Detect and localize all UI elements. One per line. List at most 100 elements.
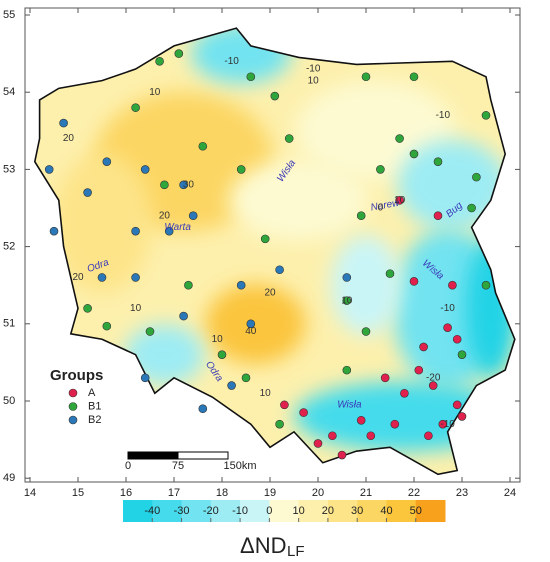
contour-zone — [331, 235, 401, 336]
contour-label: 20 — [63, 133, 75, 144]
y-tick-label: 54 — [3, 86, 15, 98]
colorbar-label: ΔND — [240, 533, 286, 558]
station — [428, 381, 438, 390]
station — [102, 321, 112, 331]
contour-label: 10 — [130, 303, 142, 314]
x-tick-label: 21 — [360, 487, 372, 499]
station — [457, 350, 467, 359]
station — [236, 280, 246, 290]
station — [59, 118, 68, 128]
station — [342, 296, 352, 305]
station — [356, 211, 366, 221]
colorbar-segment — [152, 500, 183, 522]
station — [472, 172, 481, 182]
colorbar-segment — [298, 500, 329, 522]
contour-label: 10 — [394, 195, 406, 206]
legend-title: Groups — [50, 367, 103, 384]
colorbar-segment — [181, 500, 212, 522]
station — [102, 157, 112, 166]
station — [83, 304, 92, 313]
contour-zone — [228, 160, 369, 241]
x-tick-label: 18 — [216, 487, 228, 499]
station — [131, 273, 140, 282]
contour-label: -20 — [426, 372, 441, 383]
station — [188, 211, 198, 221]
station — [145, 327, 155, 336]
station — [236, 165, 246, 174]
colorbar-segment — [386, 500, 417, 522]
colorbar-tick-label: -20 — [203, 505, 219, 517]
station — [284, 134, 294, 143]
station — [481, 280, 491, 290]
x-tick-label: 17 — [168, 487, 180, 499]
station — [390, 419, 400, 429]
station — [395, 134, 404, 143]
legend-label: A — [88, 387, 96, 399]
station — [385, 269, 395, 278]
station — [179, 311, 188, 321]
x-tick-label: 22 — [408, 487, 420, 499]
station — [361, 72, 371, 82]
station — [155, 57, 164, 66]
station — [342, 365, 352, 375]
colorbar-segment — [269, 500, 300, 522]
station — [280, 400, 289, 410]
contour-label: -10 — [436, 110, 451, 121]
station — [270, 91, 280, 101]
contour-zone — [205, 283, 306, 364]
station — [361, 327, 371, 336]
river-label: Warta — [164, 222, 191, 233]
contour-label: 10 — [308, 75, 320, 86]
station — [400, 388, 409, 398]
station — [433, 157, 443, 166]
station — [452, 334, 462, 344]
station — [160, 180, 169, 190]
station — [164, 226, 174, 236]
y-tick-label: 55 — [3, 9, 15, 21]
station — [184, 280, 193, 290]
colorbar-tick-label: 30 — [351, 505, 363, 517]
contour-zone — [124, 324, 205, 385]
station — [299, 408, 308, 417]
contour-zone — [52, 153, 152, 294]
station — [448, 280, 457, 290]
station — [174, 49, 184, 58]
station — [198, 141, 208, 151]
legend-marker — [68, 415, 78, 425]
station — [356, 415, 366, 425]
contour-label: -10 — [440, 419, 455, 430]
scale-bar-white — [177, 451, 229, 460]
x-tick-label: 19 — [264, 487, 276, 499]
contour-label: 20 — [264, 288, 276, 299]
station — [409, 149, 419, 159]
x-tick-label: 20 — [312, 487, 324, 499]
legend-marker — [68, 402, 78, 411]
station — [342, 273, 352, 282]
station — [49, 226, 59, 236]
contour-label: -10 — [440, 303, 455, 314]
station — [179, 180, 188, 190]
station — [313, 439, 323, 448]
station — [140, 373, 150, 383]
contour-label: 30 — [183, 179, 195, 190]
x-tick-label: 24 — [504, 487, 516, 499]
station — [241, 373, 251, 383]
colorbar-tick-label: 40 — [380, 505, 392, 517]
contour-label: 10 — [212, 334, 224, 345]
legend-label: B2 — [88, 414, 101, 426]
station — [97, 273, 107, 282]
colorbar-segment — [240, 500, 270, 522]
station — [131, 103, 140, 112]
station — [443, 323, 452, 332]
x-tick-label: 16 — [120, 487, 132, 499]
river-label: Wisła — [337, 400, 362, 411]
river-label: Narew — [370, 198, 401, 214]
colorbar-tick-label: 0 — [266, 505, 272, 517]
x-tick-label: 23 — [456, 487, 468, 499]
colorbar-segment — [123, 500, 153, 522]
legend-label: B1 — [88, 400, 101, 412]
station — [217, 350, 227, 359]
contour-label: 0 — [378, 203, 384, 214]
station — [337, 450, 347, 460]
